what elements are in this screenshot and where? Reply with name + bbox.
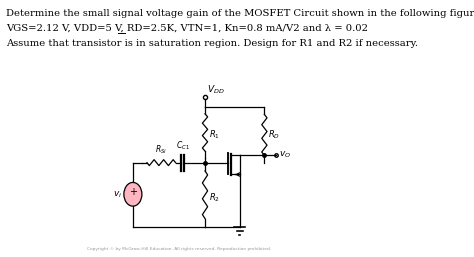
Circle shape	[124, 182, 142, 206]
Text: $R_1$: $R_1$	[209, 128, 220, 141]
Text: +: +	[129, 187, 137, 197]
Text: $v_i$: $v_i$	[112, 189, 122, 199]
Text: $R_{Si}$: $R_{Si}$	[155, 143, 167, 156]
Text: $R_D$: $R_D$	[268, 129, 280, 141]
Text: $R_2$: $R_2$	[209, 191, 220, 204]
Text: Copyright © by McGraw-Hill Education. All rights reserved. Reproduction prohibit: Copyright © by McGraw-Hill Education. Al…	[87, 247, 272, 251]
Text: $v_O$: $v_O$	[279, 150, 291, 160]
Text: $V_{DD}$: $V_{DD}$	[207, 84, 225, 96]
Text: VGS=2.12 V, VDD=5 V, RD=2.5K, VTN=1, Kn=0.8 mA/V2 and λ = 0.02: VGS=2.12 V, VDD=5 V, RD=2.5K, VTN=1, Kn=…	[6, 24, 368, 33]
Text: Determine the small signal voltage gain of the MOSFET Circuit shown in the follo: Determine the small signal voltage gain …	[6, 9, 474, 18]
Text: Assume that transistor is in saturation region. Design for R1 and R2 if necessar: Assume that transistor is in saturation …	[6, 39, 418, 48]
Text: $C_{C1}$: $C_{C1}$	[175, 139, 190, 152]
